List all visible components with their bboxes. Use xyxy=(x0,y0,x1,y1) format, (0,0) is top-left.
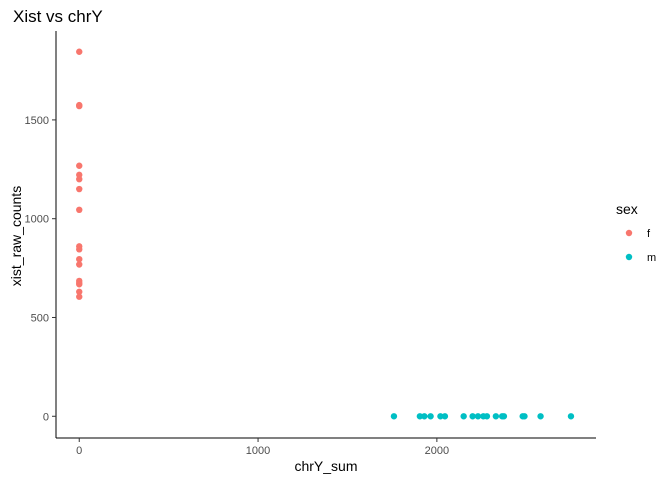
data-point-m xyxy=(521,413,528,420)
data-point-m xyxy=(441,413,449,420)
legend: sex fm xyxy=(616,201,656,264)
y-tick-label: 0 xyxy=(43,411,49,423)
data-point-f xyxy=(76,102,83,110)
data-point-f xyxy=(76,281,83,288)
data-point-f xyxy=(76,175,83,183)
chart-title: Xist vs chrY xyxy=(13,7,103,26)
data-point-f xyxy=(76,261,83,268)
data-point-m xyxy=(469,413,476,420)
data-point-m xyxy=(460,413,467,420)
y-tick-label: 1500 xyxy=(25,115,49,127)
legend-label-m: m xyxy=(647,252,656,264)
data-point-f xyxy=(76,48,83,55)
data-point-f xyxy=(76,206,83,214)
data-point-m xyxy=(421,413,428,420)
data-point-m xyxy=(492,413,500,420)
data-point-m xyxy=(567,413,575,420)
data-point-f xyxy=(76,288,83,295)
legend-key-f xyxy=(625,229,633,237)
x-tick-label: 0 xyxy=(76,445,82,457)
data-point-m xyxy=(427,413,434,420)
x-tick-label: 1000 xyxy=(246,445,270,457)
y-axis-title: xist_raw_counts xyxy=(8,186,24,286)
data-point-m xyxy=(537,413,544,420)
y-tick-label: 500 xyxy=(31,312,49,324)
data-point-f xyxy=(76,293,83,300)
data-point-m xyxy=(390,413,398,420)
legend-key-m xyxy=(625,253,633,261)
y-axis-ticks: 0 500 1000 1500 xyxy=(25,115,56,423)
data-point-m xyxy=(500,413,508,420)
data-point-f xyxy=(76,246,83,253)
legend-title: sex xyxy=(616,201,638,217)
x-tick-label: 2000 xyxy=(425,445,449,457)
data-point-f xyxy=(76,185,83,193)
data-point-m xyxy=(416,413,424,420)
legend-label-f: f xyxy=(647,228,651,240)
data-point-m xyxy=(437,413,444,420)
data-point-f xyxy=(76,162,83,169)
data-point-m xyxy=(474,413,482,420)
plot-panel: 0 500 1000 1500 0 1000 2000 xyxy=(25,31,596,457)
y-tick-label: 1000 xyxy=(25,214,49,226)
x-axis-ticks: 0 1000 2000 xyxy=(76,438,449,457)
data-points xyxy=(76,48,575,420)
data-point-f xyxy=(76,255,83,263)
data-point-m xyxy=(483,413,491,420)
legend-entries: fm xyxy=(625,228,656,264)
x-axis-title: chrY_sum xyxy=(294,458,357,474)
